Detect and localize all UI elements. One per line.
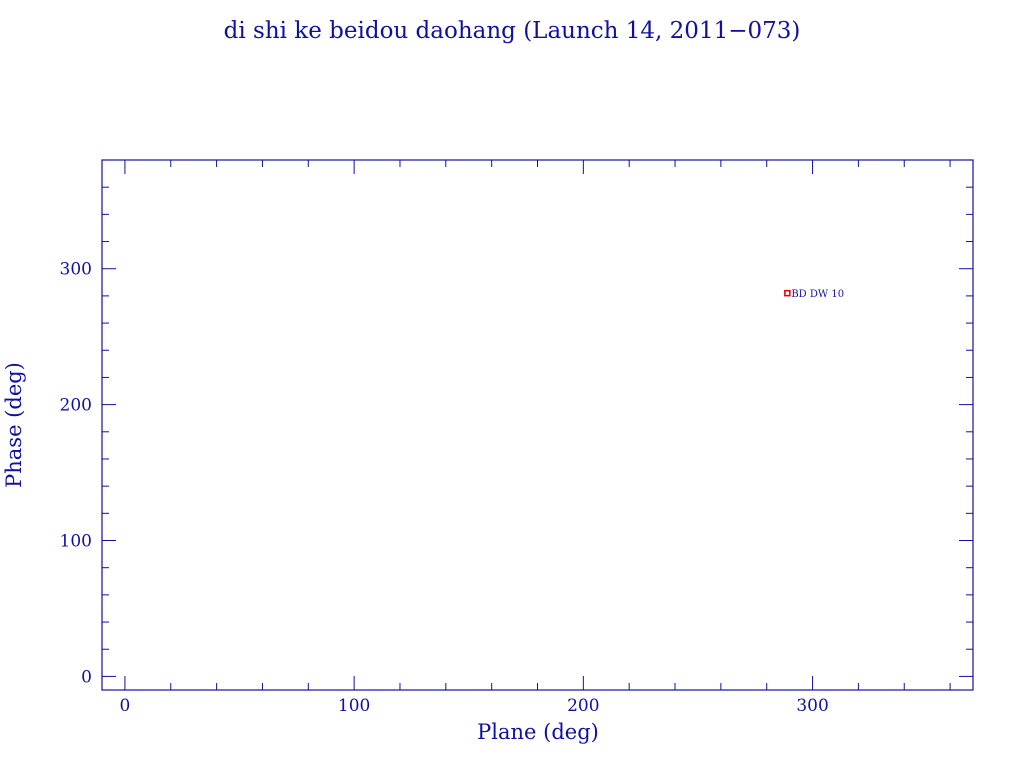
data-point-label: BD DW 10 bbox=[791, 289, 844, 300]
x-tick-label: 300 bbox=[796, 696, 828, 716]
y-tick-label: 100 bbox=[60, 532, 92, 552]
y-tick-label: 0 bbox=[81, 667, 92, 687]
x-axis-label: Plane (deg) bbox=[477, 720, 599, 744]
data-point bbox=[784, 289, 791, 297]
y-tick-labels: 0 100 200 300 bbox=[60, 260, 92, 688]
x-tick-label: 0 bbox=[120, 696, 131, 716]
y-tick-label: 200 bbox=[60, 396, 92, 416]
axis-ticks bbox=[102, 159, 973, 690]
data-points: BD DW 10 bbox=[784, 289, 844, 300]
x-tick-labels: 0 100 200 300 bbox=[120, 696, 829, 716]
x-tick-label: 100 bbox=[338, 696, 370, 716]
y-tick-label: 300 bbox=[60, 260, 92, 280]
plot-frame bbox=[101, 159, 974, 691]
x-tick-label: 200 bbox=[567, 696, 599, 716]
y-axis-label: Phase (deg) bbox=[2, 362, 26, 488]
chart-title: di shi ke beidou daohang (Launch 14, 201… bbox=[224, 18, 801, 44]
